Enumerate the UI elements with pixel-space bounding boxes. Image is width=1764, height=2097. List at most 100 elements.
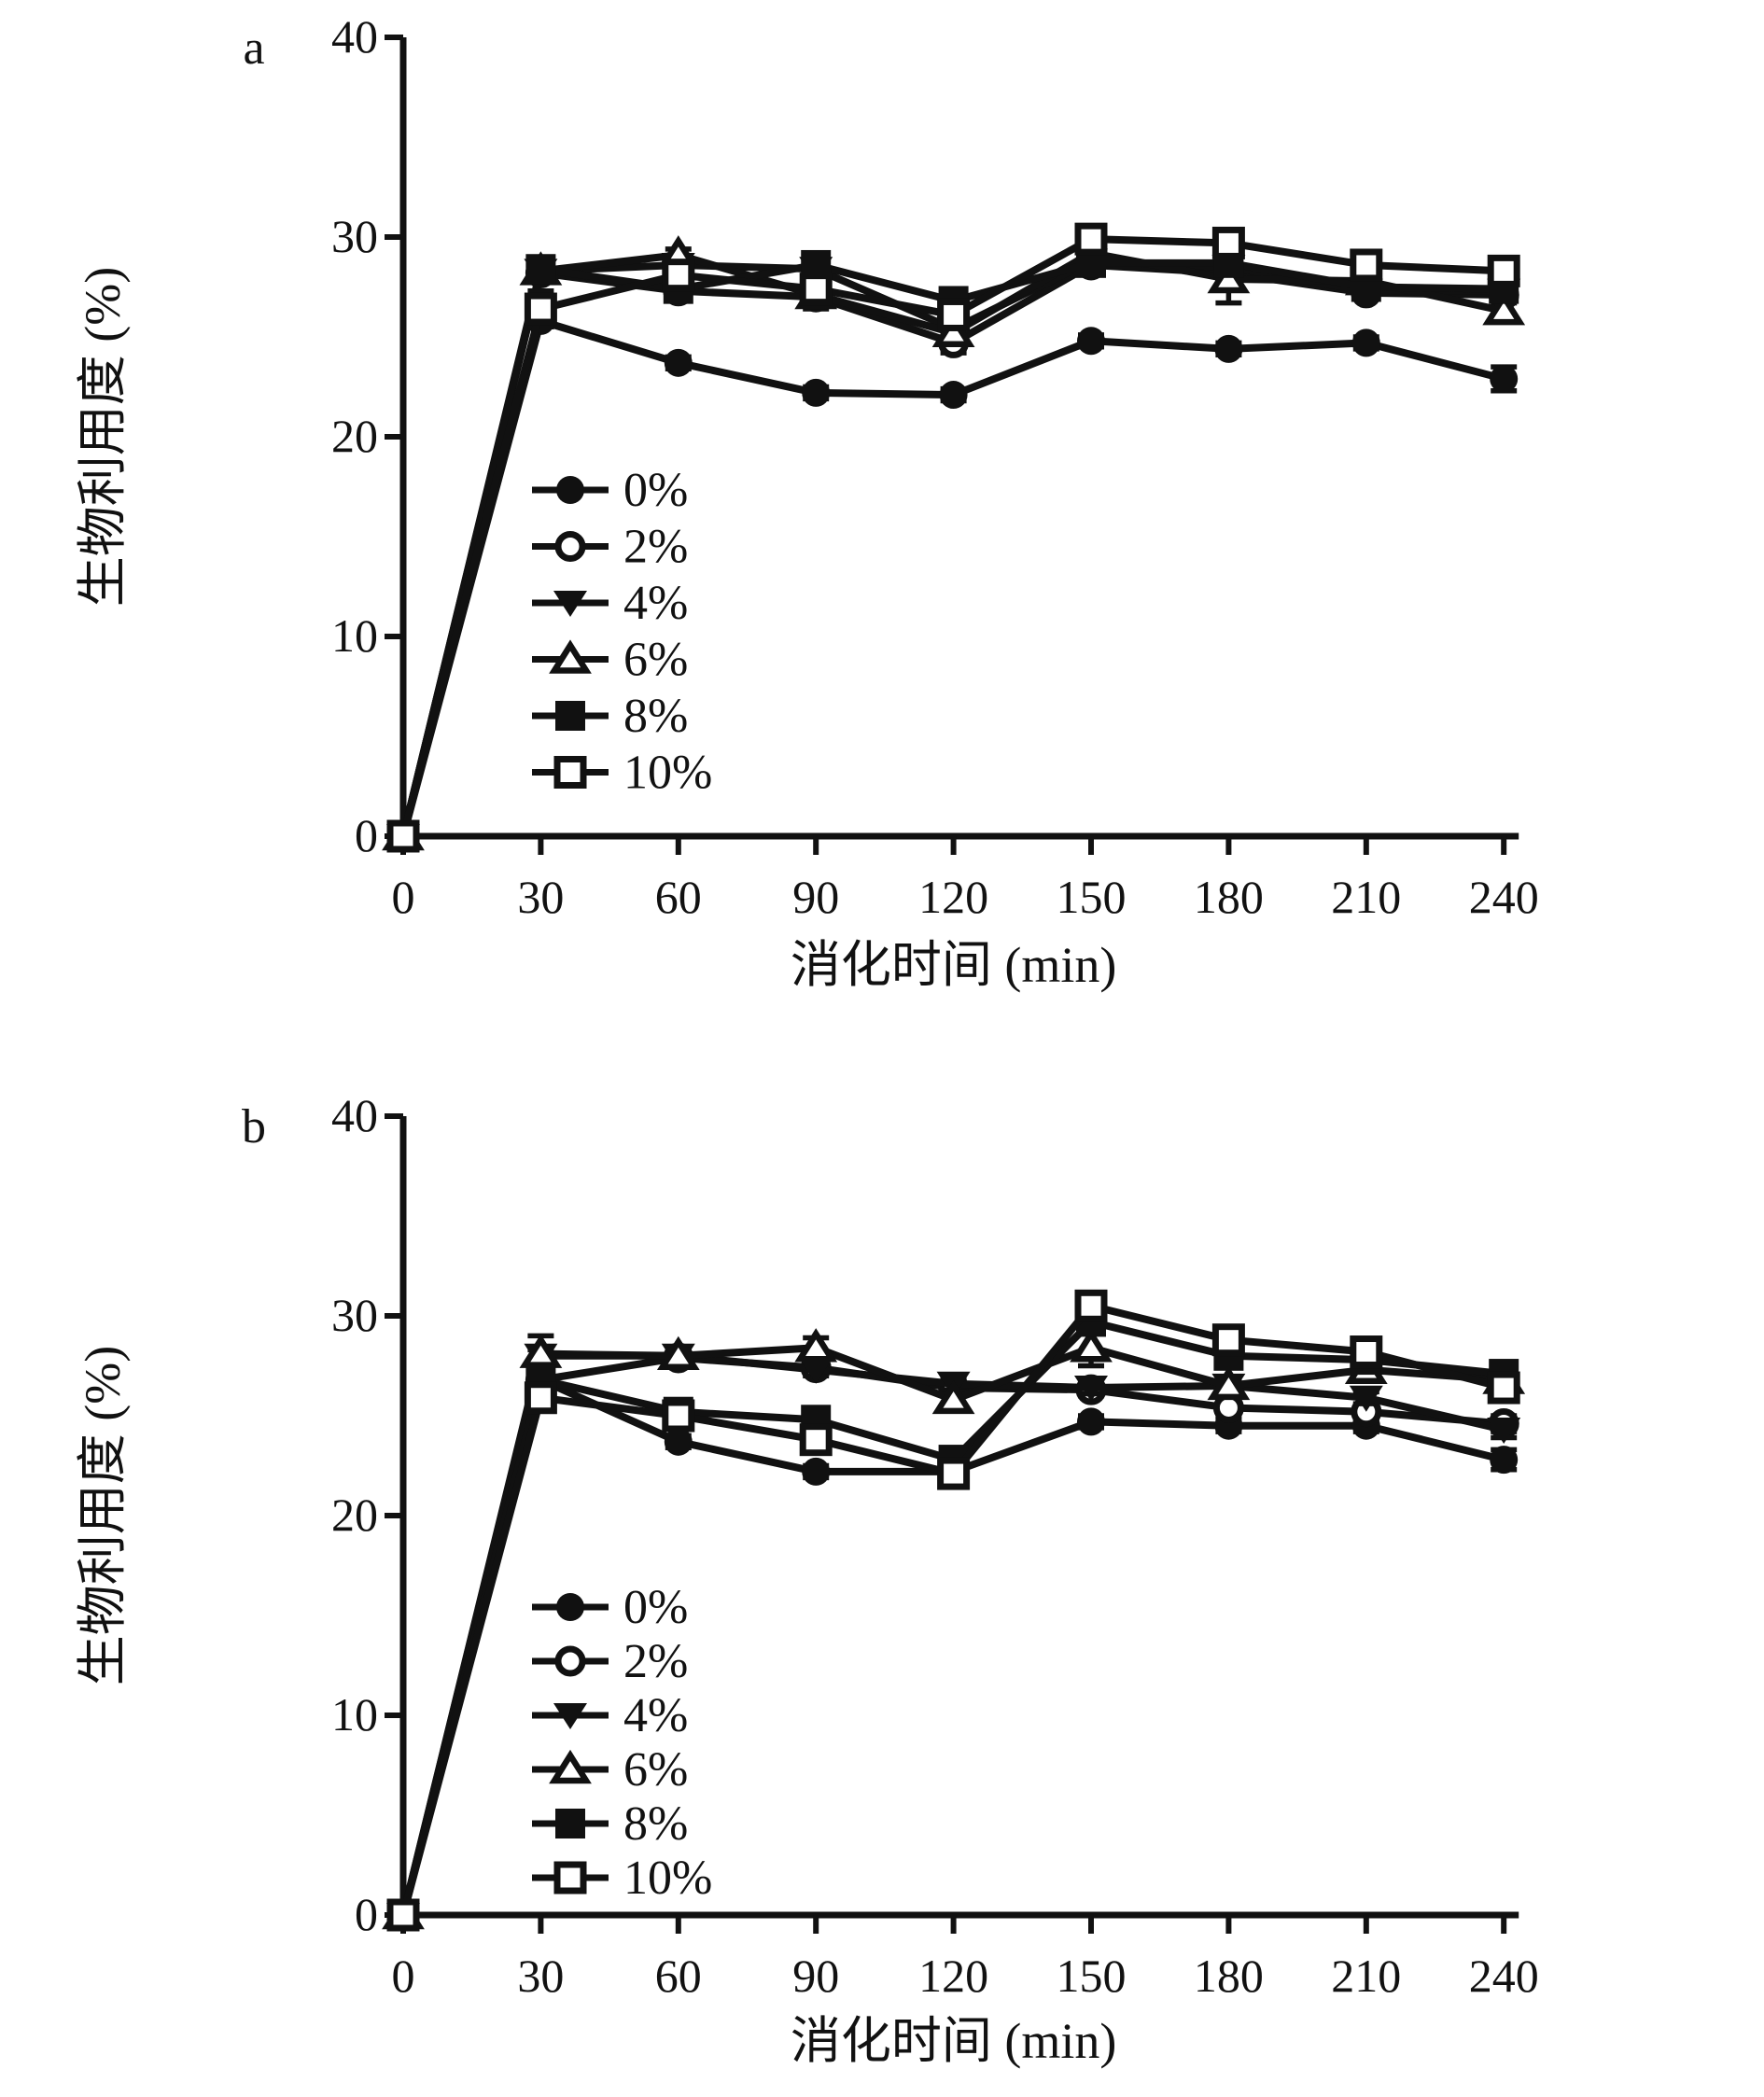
- legend-8pct-label: 8%: [623, 690, 688, 743]
- panel-b-x-tick-label: 30: [517, 1950, 564, 2002]
- panel-label-b: b: [242, 1100, 266, 1153]
- series-10pct-marker: [524, 292, 557, 326]
- legend-4pct-label: 4%: [623, 577, 688, 630]
- legend-2pct-label: 2%: [623, 521, 688, 574]
- panel-a-x-tick-label: 210: [1331, 871, 1401, 923]
- series-10pct-marker: [1350, 248, 1383, 282]
- series-6pct-marker: [931, 1379, 975, 1415]
- panel-b-y-tick-label: 10: [331, 1688, 378, 1741]
- panel-a-y-tick-label: 0: [355, 809, 378, 861]
- panel-b-x-tick-label: 0: [392, 1950, 415, 2002]
- legend-6pct-marker-icon: [549, 1749, 592, 1784]
- series-10pct-marker: [662, 259, 695, 292]
- series-10pct-marker: [386, 1898, 420, 1932]
- panel-b-x-tick-label: 180: [1194, 1950, 1264, 2002]
- panel-a-x-tick-label: 30: [517, 871, 564, 923]
- series-0pct-marker: [802, 378, 831, 407]
- legend-0pct-marker-icon: [556, 476, 584, 504]
- series-10pct-marker: [1487, 1371, 1520, 1405]
- panel-a-y-tick-label: 20: [331, 410, 378, 462]
- legend-10pct-label: 10%: [623, 1852, 712, 1905]
- panel-a-x-tick-label: 60: [655, 871, 702, 923]
- panel-b-x-tick-label: 120: [918, 1950, 988, 2002]
- series-10pct-marker: [1211, 226, 1245, 259]
- legend-6pct-label: 6%: [623, 1743, 688, 1796]
- series-10pct-marker: [524, 1381, 557, 1415]
- series-4pct-marker: [1487, 1417, 1521, 1444]
- panel-b-x-axis-title: 消化时间 (min): [791, 2013, 1116, 2069]
- series-10pct-marker: [662, 1399, 695, 1433]
- legend-8pct-label: 8%: [623, 1797, 688, 1851]
- series-10pct-marker: [1074, 222, 1108, 256]
- series-0pct-marker: [664, 1427, 693, 1456]
- legend-6pct-label: 6%: [623, 634, 688, 687]
- legend-4pct-label: 4%: [623, 1689, 688, 1742]
- legend-8pct-marker-icon: [555, 701, 585, 731]
- legend-0pct-marker-icon: [556, 1593, 584, 1621]
- series-6pct-marker: [656, 1335, 700, 1371]
- legend-4pct-marker-icon: [553, 1703, 587, 1729]
- panel-a-y-axis-title: 生物利用度 (%): [75, 267, 131, 607]
- series-10pct-marker: [1211, 1323, 1245, 1357]
- panel-b-y-tick-label: 40: [331, 1089, 378, 1141]
- legend-0pct-label: 0%: [623, 464, 688, 517]
- panel-a-y-tick-label: 30: [331, 210, 378, 262]
- series-0pct-marker: [1077, 327, 1105, 356]
- panel-a-x-tick-label: 0: [392, 871, 415, 923]
- series-10pct-marker: [937, 1457, 971, 1490]
- series-0pct-marker: [664, 348, 693, 377]
- series-6pct-marker: [1207, 1365, 1251, 1401]
- legend-10pct-marker-icon: [553, 1861, 587, 1894]
- series-6pct-marker: [794, 1328, 838, 1363]
- series-6pct-marker: [1482, 291, 1526, 326]
- series-0pct-marker: [1214, 334, 1243, 363]
- series-10pct-marker: [1074, 1289, 1108, 1322]
- series-10pct-marker: [799, 273, 833, 306]
- panel-label-a: a: [243, 21, 264, 75]
- series-0pct-marker: [1077, 1407, 1105, 1436]
- legend-8pct-marker-icon: [555, 1809, 585, 1838]
- panel-b-x-tick-label: 150: [1057, 1950, 1127, 2002]
- panel-a-y-tick-label: 40: [331, 10, 378, 63]
- series-0pct-marker: [1490, 1446, 1519, 1475]
- series-10pct-marker: [799, 1423, 833, 1457]
- legend-10pct-label: 10%: [623, 747, 712, 800]
- series-10pct-marker: [937, 298, 971, 331]
- panel-b-x-tick-label: 240: [1469, 1950, 1539, 2002]
- series-4pct-marker: [1074, 1376, 1108, 1403]
- series-10pct-marker: [1487, 254, 1520, 287]
- series-10pct-marker: [1350, 1335, 1383, 1369]
- series-8pct-marker: [525, 254, 556, 285]
- legend-6pct-marker-icon: [549, 639, 592, 674]
- legend-2pct-marker-icon: [554, 1645, 586, 1677]
- series-4pct-marker: [1349, 1385, 1383, 1412]
- panel-b-x-tick-label: 60: [655, 1950, 702, 2002]
- panel-a-x-tick-label: 90: [792, 871, 839, 923]
- series-0pct-marker: [1351, 329, 1380, 357]
- panel-b-y-tick-label: 20: [331, 1489, 378, 1541]
- series-6pct-marker: [1070, 1328, 1113, 1363]
- legend-10pct-marker-icon: [553, 756, 587, 789]
- panel-a-x-tick-label: 150: [1057, 871, 1127, 923]
- panel-b-y-tick-label: 0: [355, 1888, 378, 1940]
- panel-a-x-tick-label: 240: [1469, 871, 1539, 923]
- legend-0pct-label: 0%: [623, 1581, 688, 1634]
- panel-a-x-axis-title: 消化时间 (min): [791, 937, 1116, 993]
- series-0pct-marker: [939, 381, 968, 410]
- legend-2pct-marker-icon: [554, 531, 586, 562]
- legend-2pct-label: 2%: [623, 1635, 688, 1688]
- panel-b-x-tick-label: 210: [1331, 1950, 1401, 2002]
- series-10pct-marker: [386, 819, 420, 853]
- series-6pct-marker: [519, 1334, 563, 1368]
- panel-b-y-axis-title: 生物利用度 (%): [75, 1346, 131, 1685]
- series-0pct-marker: [802, 1457, 831, 1486]
- panel-a-x-tick-label: 120: [918, 871, 988, 923]
- legend-4pct-marker-icon: [553, 591, 587, 617]
- series-0pct-marker: [1490, 364, 1519, 393]
- panel-a-y-tick-label: 10: [331, 609, 378, 662]
- series-6pct-marker: [931, 313, 975, 347]
- panel-b-x-tick-label: 90: [792, 1950, 839, 2002]
- series-4pct-marker: [799, 1357, 833, 1384]
